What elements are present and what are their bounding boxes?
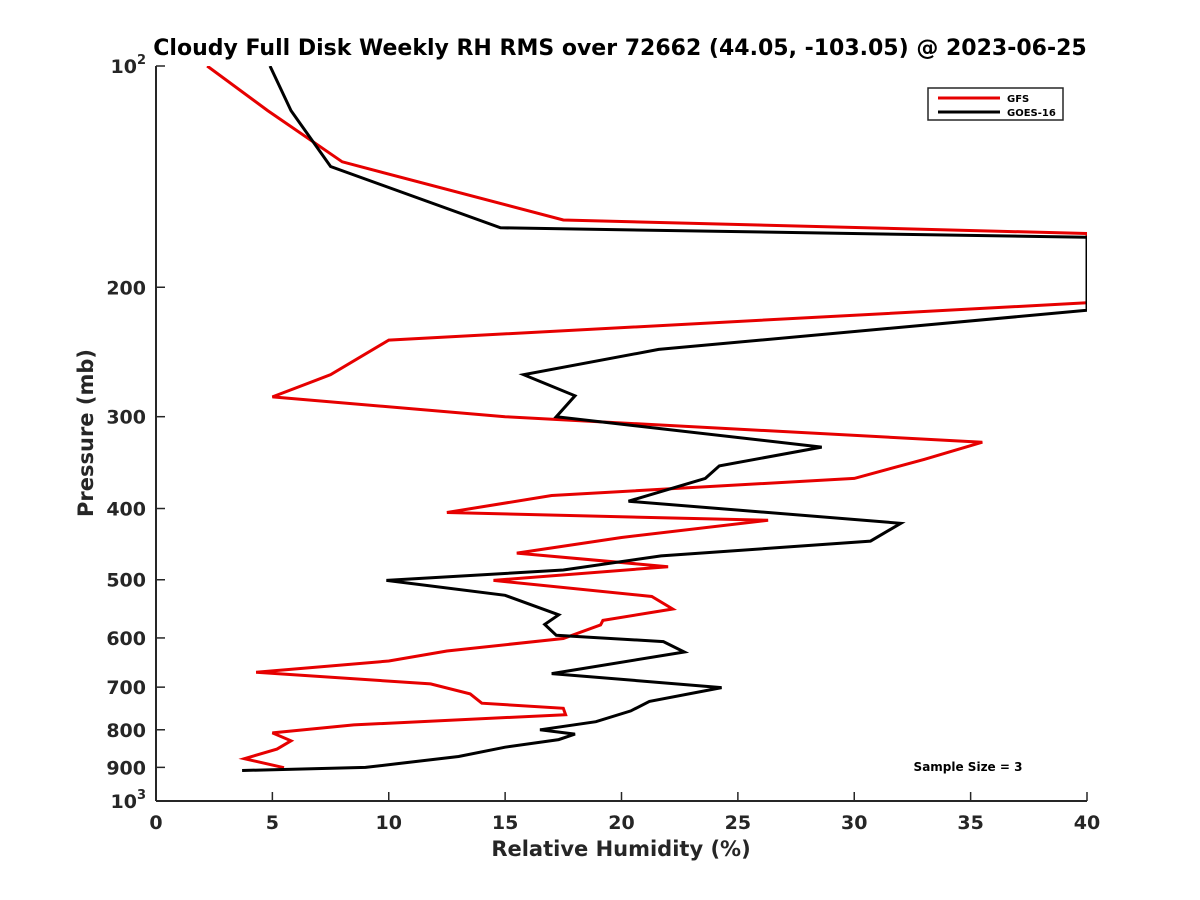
x-tick-label: 35	[957, 812, 983, 834]
sample-size-annotation: Sample Size = 3	[914, 760, 1023, 774]
x-axis-label: Relative Humidity (%)	[491, 837, 750, 861]
legend-label: GFS	[1007, 94, 1029, 105]
legend-box	[927, 87, 1064, 121]
y-tick-base: 10	[111, 56, 137, 78]
series-line-gfs	[206, 66, 1087, 770]
x-tick-label: 15	[492, 812, 518, 834]
x-tick-label: 40	[1074, 812, 1100, 834]
y-tick-exponent: 2	[137, 53, 146, 68]
series-line-goes-16	[242, 66, 1087, 772]
y-tick-label: 102	[111, 53, 147, 78]
y-tick-label: 500	[106, 570, 146, 592]
series-layer	[206, 66, 1087, 772]
legend: GFS GOES-16	[927, 87, 1064, 121]
x-axis-ticks: 0 5 10 15 20 25 30 35 40	[149, 792, 1100, 834]
x-tick-label: 25	[725, 812, 751, 834]
y-tick-label: 300	[106, 407, 146, 429]
x-tick-label: 20	[608, 812, 634, 834]
x-tick-label: 30	[841, 812, 867, 834]
y-tick-label: 103	[111, 788, 147, 813]
y-tick-base: 10	[111, 791, 137, 813]
y-tick-label: 600	[106, 628, 146, 650]
y-tick-label: 200	[106, 277, 146, 299]
chart-title: Cloudy Full Disk Weekly RH RMS over 7266…	[153, 36, 1086, 61]
legend-label: GOES-16	[1007, 108, 1056, 119]
plot-area	[155, 66, 1087, 802]
x-tick-label: 0	[149, 812, 162, 834]
y-tick-label: 400	[106, 499, 146, 521]
y-axis-label: Pressure (mb)	[74, 349, 98, 517]
x-tick-label: 5	[266, 812, 279, 834]
y-tick-label: 900	[106, 757, 146, 779]
y-tick-label: 700	[106, 677, 146, 699]
x-tick-label: 10	[376, 812, 402, 834]
y-tick-label: 800	[106, 720, 146, 742]
y-tick-exponent: 3	[137, 788, 146, 803]
